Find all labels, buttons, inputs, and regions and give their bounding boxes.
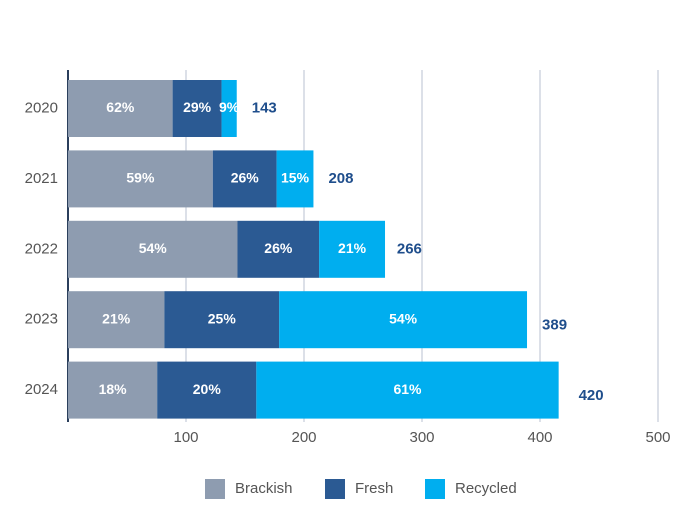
total-label: 266: [397, 240, 422, 257]
segment-label: 21%: [338, 240, 367, 256]
total-label: 143: [252, 99, 277, 116]
segment-label: 15%: [281, 170, 310, 186]
segment-label: 54%: [389, 310, 418, 326]
bar-segment: [221, 80, 237, 137]
x-tick-label: 100: [173, 429, 198, 446]
segment-label: 18%: [99, 381, 128, 397]
total-label: 208: [328, 170, 353, 187]
segment-label: 26%: [231, 170, 260, 186]
y-tick-label: 2020: [25, 99, 58, 116]
segment-label: 29%: [183, 99, 212, 115]
legend-label: Recycled: [455, 480, 517, 497]
bar-segment: [68, 150, 213, 208]
bar-segment: [172, 80, 222, 137]
segment-label: 59%: [126, 170, 155, 186]
segment-label: 62%: [106, 99, 135, 115]
y-tick-label: 2023: [25, 311, 58, 328]
bar-segment: [319, 220, 386, 278]
segment-label: 21%: [102, 310, 131, 326]
segment-label: 26%: [264, 240, 293, 256]
legend-swatch: [325, 479, 345, 499]
bar-segment: [68, 361, 158, 419]
segment-label: 9%: [219, 99, 240, 115]
total-label: 420: [579, 387, 604, 404]
bar-segment: [164, 291, 280, 349]
y-tick-label: 2022: [25, 240, 58, 257]
segment-label: 61%: [393, 381, 422, 397]
x-tick-label: 200: [291, 429, 316, 446]
segment-label: 54%: [139, 240, 168, 256]
bar-segment: [68, 291, 165, 349]
legend-swatch: [425, 479, 445, 499]
total-label: 389: [542, 317, 567, 334]
bar-segment: [279, 291, 528, 349]
x-tick-label: 500: [645, 429, 670, 446]
segment-label: 20%: [193, 381, 222, 397]
bar-segment: [212, 150, 277, 208]
legend-label: Fresh: [355, 480, 393, 497]
bar-segment: [276, 150, 314, 208]
bar-segment: [68, 220, 238, 278]
bar-segment: [68, 80, 173, 137]
legend-swatch: [205, 479, 225, 499]
y-tick-label: 2021: [25, 170, 58, 187]
segment-label: 25%: [208, 310, 237, 326]
bar-segment: [237, 220, 320, 278]
x-tick-label: 300: [409, 429, 434, 446]
y-tick-label: 2024: [25, 381, 58, 398]
legend-label: Brackish: [235, 480, 293, 497]
bar-segment: [157, 361, 257, 419]
bar-segment: [256, 361, 559, 419]
x-tick-label: 400: [527, 429, 552, 446]
